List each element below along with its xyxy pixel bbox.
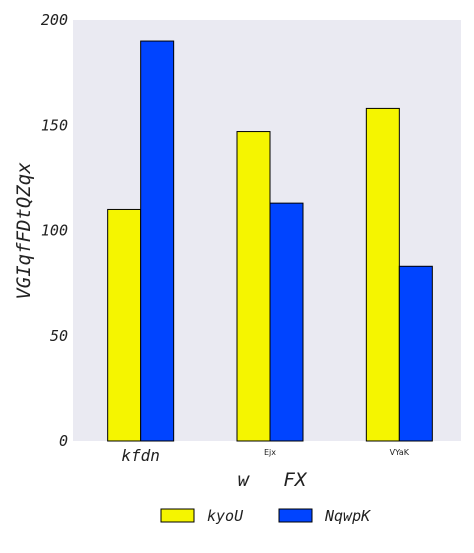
y-tick-label-0: 0 (59, 432, 68, 450)
bar-kyoU-Ejx (236, 131, 271, 442)
y-tick-label-150: 150 (41, 116, 68, 134)
y-axis-label: VGIqfFDtQZqx (13, 162, 35, 300)
x-tick-labels: kfdn Ejx VYaK (121, 446, 409, 465)
x-tick-label-kfdn: kfdn (121, 446, 160, 465)
y-tick-label-200: 200 (41, 11, 68, 29)
legend-label-kyoU: kyoU (207, 507, 244, 525)
bar-kyoU-kfdn (107, 208, 142, 442)
legend-swatch-kyoU (160, 508, 195, 523)
bar-NqwpK-Ejx (269, 202, 304, 442)
bars (107, 40, 433, 442)
x-tick-label-Ejx: Ejx (264, 448, 276, 457)
bar-NqwpK-kfdn (140, 40, 175, 442)
y-tick-labels: 0 50 100 150 200 (41, 11, 68, 450)
bar-kyoU-VYaK (365, 107, 400, 442)
bar-NqwpK-VYaK (398, 265, 433, 442)
x-axis-label: w FX (238, 469, 308, 491)
legend: kyoU NqwpK (160, 507, 371, 525)
x-tick-label-VYaK: VYaK (390, 448, 410, 457)
y-tick-label-100: 100 (41, 222, 68, 240)
legend-swatch-NqwpK (278, 508, 313, 523)
y-tick-label-50: 50 (50, 327, 68, 345)
legend-label-NqwpK: NqwpK (324, 507, 371, 525)
